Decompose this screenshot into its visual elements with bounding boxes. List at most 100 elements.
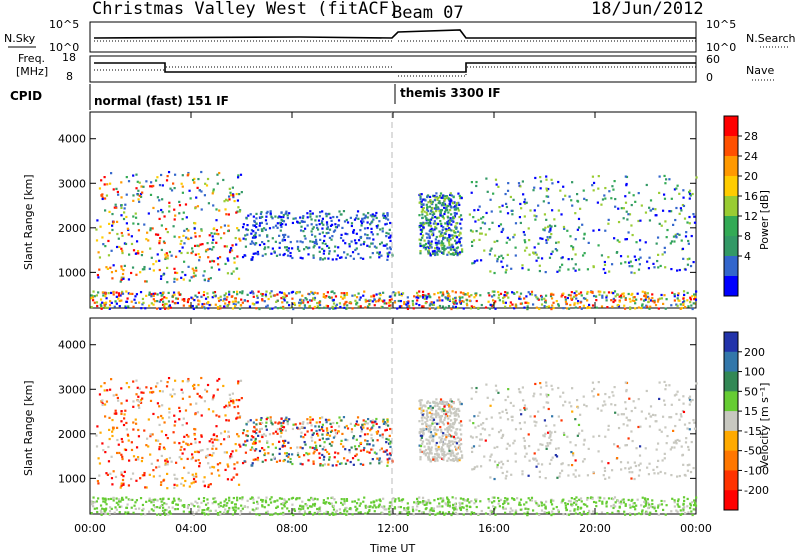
velocity-scatter-point: [163, 447, 166, 451]
power-scatter-point: [186, 174, 189, 177]
cpid-mode-normal: normal (fast) 151 IF: [94, 94, 229, 108]
power-scatter-point: [350, 240, 353, 243]
velocity-scatter-point: [427, 445, 430, 449]
power-scatter-point: [167, 291, 170, 295]
power-scatter-point: [432, 212, 436, 215]
velocity-scatter-point: [375, 422, 378, 426]
velocity-scatter-point: [425, 409, 428, 412]
velocity-scatter-point: [421, 413, 424, 416]
velocity-scatter-point: [617, 413, 620, 416]
velocity-scatter-point: [440, 446, 444, 449]
velocity-scatter-point: [397, 505, 400, 509]
power-scatter-point: [459, 291, 462, 294]
velocity-scatter-point: [682, 503, 685, 506]
power-scatter-point: [215, 219, 218, 222]
velocity-scatter-point: [140, 459, 144, 463]
velocity-scatter-point: [611, 391, 614, 394]
velocity-scatter-point: [461, 454, 464, 457]
power-scatter-point: [162, 273, 165, 276]
power-scatter-point: [503, 295, 506, 298]
velocity-scatter-point: [597, 393, 600, 396]
power-scatter-point: [114, 300, 117, 303]
velocity-scatter-point: [230, 478, 233, 481]
velocity-scatter-point: [243, 505, 246, 508]
velocity-scatter-point: [422, 511, 425, 514]
power-scatter-point: [452, 206, 455, 209]
velocity-scatter-point: [364, 421, 367, 425]
power-scatter-point: [136, 180, 139, 183]
velocity-scatter-point: [385, 508, 388, 511]
power-scatter-point: [311, 227, 314, 230]
power-scatter-point: [357, 239, 361, 242]
velocity-scatter-point: [303, 426, 306, 429]
velocity-scatter-point: [443, 401, 446, 404]
power-scatter-point: [514, 222, 518, 225]
power-scatter-point: [116, 232, 119, 236]
power-scatter-point: [196, 295, 199, 299]
power-scatter-point: [252, 242, 255, 245]
power-scatter-point: [108, 210, 111, 213]
power-scatter-point: [385, 243, 388, 246]
power-scatter-point: [401, 292, 405, 295]
power-scatter-point: [495, 183, 498, 186]
power-scatter-point: [491, 221, 494, 224]
power-scatter-point: [304, 306, 307, 309]
velocity-scatter-point: [137, 458, 140, 461]
power-scatter-point: [264, 253, 267, 256]
velocity-scatter-point: [406, 507, 409, 510]
power-scatter-point: [490, 247, 493, 250]
velocity-scatter-point: [622, 498, 625, 501]
power-scatter-point: [278, 241, 281, 245]
velocity-scatter-point: [263, 452, 267, 455]
power-scatter-point: [654, 303, 658, 307]
power-scatter-point: [572, 295, 576, 298]
velocity-scatter-point: [265, 421, 268, 424]
power-scatter-point: [178, 250, 181, 253]
velocity-scatter-point: [680, 512, 684, 516]
velocity-scatter-point: [576, 406, 580, 409]
velocity-scatter-point: [430, 424, 433, 427]
power-scatter-point: [380, 299, 383, 302]
velocity-scatter-point: [228, 393, 231, 396]
power-scatter-point: [689, 296, 692, 299]
power-scatter-point: [516, 291, 519, 294]
power-scatter-point: [216, 307, 220, 310]
velocity-scatter-point: [627, 437, 630, 440]
velocity-scatter-point: [105, 400, 109, 403]
power-scatter-point: [310, 290, 313, 294]
power-scatter-point: [442, 242, 445, 245]
velocity-scatter-point: [218, 462, 222, 465]
velocity-scatter-point: [332, 513, 335, 516]
power-scatter-point: [239, 291, 242, 294]
velocity-scatter-point: [145, 444, 148, 447]
power-scatter-point: [635, 241, 638, 244]
power-scatter-point: [101, 197, 104, 201]
power-scatter-point: [334, 304, 337, 308]
power-scatter-point: [241, 301, 244, 304]
velocity-scatter-point: [640, 510, 644, 513]
velocity-scatter-point: [183, 448, 186, 451]
velocity-scatter-point: [533, 452, 536, 455]
cpid-label: CPID: [10, 89, 42, 103]
velocity-scatter-point: [430, 507, 433, 510]
velocity-scatter-point: [454, 497, 457, 500]
power-scatter-point: [527, 302, 530, 305]
velocity-scatter-point: [108, 513, 111, 516]
power-scatter-point: [382, 300, 385, 303]
velocity-scatter-point: [427, 457, 430, 460]
power-scatter-point: [259, 212, 263, 215]
power-scatter-point: [236, 227, 239, 230]
power-scatter-point: [419, 197, 422, 201]
velocity-scatter-point: [223, 406, 226, 409]
velocity-scatter-point: [673, 499, 676, 502]
velocity-scatter-point: [480, 423, 483, 426]
power-scatter-point: [215, 208, 218, 211]
power-scatter-point: [145, 280, 148, 283]
velocity-scatter-point: [420, 434, 424, 438]
power-scatter-point: [212, 204, 215, 207]
power-scatter-point: [612, 300, 615, 304]
velocity-scatter-point: [212, 410, 215, 413]
velocity-scatter-point: [215, 447, 218, 450]
velocity-scatter-point: [435, 457, 439, 460]
velocity-scatter-point: [364, 506, 367, 509]
